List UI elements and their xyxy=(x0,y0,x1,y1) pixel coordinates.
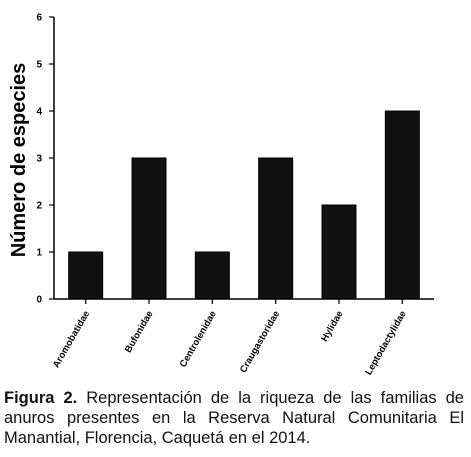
figure-caption: Figura 2. Representación de la riqueza d… xyxy=(4,388,464,448)
bars-group xyxy=(68,110,420,300)
x-tick-label-centrolenidae: Centrolenidae xyxy=(178,309,219,369)
bar-aromobatidae xyxy=(68,251,104,300)
bar-centrolenidae xyxy=(194,251,230,300)
x-ticks-group: Aromobatidae Bufonidae Centrolenidae Crauga… xyxy=(51,299,409,377)
x-tick-label-aromobatidae: Aromobatidae xyxy=(51,309,92,370)
bar-bufonidae xyxy=(131,157,167,300)
y-ticks-group: 0 1 2 3 4 5 6 xyxy=(36,13,54,306)
x-tick-label-leptodactylidae: Leptodactylidae xyxy=(363,309,409,377)
y-axis-label: Número de especies xyxy=(8,63,30,258)
x-tick-label-hylidae: Hylidae xyxy=(319,309,345,344)
x-tick-label-craugastoridae: Craugastoridae xyxy=(238,309,282,375)
bar-leptodactylidae xyxy=(384,110,420,300)
bar-chart: 0 1 2 3 4 5 6 Aromobatidae Bufonidae Centrolenid… xyxy=(8,13,434,377)
y-tick-label: 5 xyxy=(36,60,42,71)
y-tick-label: 2 xyxy=(36,201,42,212)
x-tick-label-bufonidae: Bufonidae xyxy=(123,309,156,355)
y-tick-label: 0 xyxy=(36,295,42,306)
bar-craugastoridae xyxy=(258,157,294,300)
caption-text: Representación de la riqueza de las fami… xyxy=(4,389,464,447)
caption-label: Figura 2. xyxy=(4,389,78,407)
y-tick-label: 1 xyxy=(36,248,42,259)
y-tick-label: 4 xyxy=(36,107,42,118)
y-tick-label: 3 xyxy=(36,154,42,165)
bar-hylidae xyxy=(321,204,357,300)
y-tick-label: 6 xyxy=(36,13,42,24)
